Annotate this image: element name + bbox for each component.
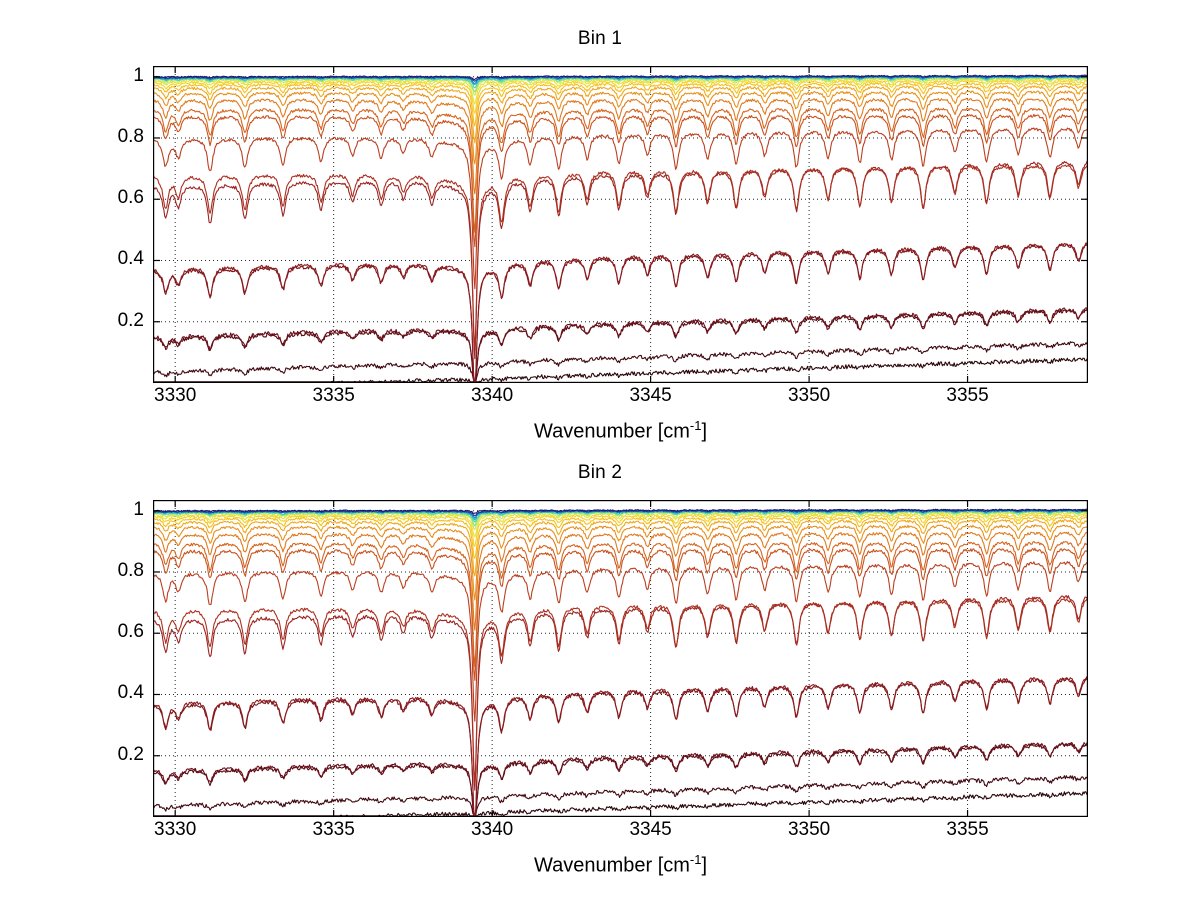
spectrum-line — [153, 90, 1088, 165]
spectrum-line — [153, 598, 1088, 785]
spectrum-line — [153, 107, 1088, 233]
x-axis-label: Wavenumber [cm-1] — [153, 418, 1088, 444]
spectrum-line — [153, 163, 1088, 348]
x-tick-label: 3335 — [312, 819, 355, 840]
spectrum-line — [153, 79, 1088, 114]
spectrum-line — [153, 524, 1088, 601]
x-tick-label: 3355 — [946, 385, 989, 406]
spectrum-line — [153, 510, 1088, 527]
spectrum-line — [153, 741, 1088, 817]
y-tick-label: 1 — [133, 64, 144, 86]
y-tick-label: 0.4 — [117, 682, 144, 704]
y-tick-label: 0.8 — [117, 559, 144, 581]
y-tick-label: 0.8 — [117, 125, 144, 147]
x-axis-label: Wavenumber [cm-1] — [153, 852, 1088, 878]
spectrum-line — [153, 85, 1088, 144]
panel-title: Bin 2 — [577, 462, 623, 483]
spectrum-line — [153, 775, 1088, 817]
spectrum-line — [153, 515, 1088, 559]
spectrum-line — [153, 675, 1088, 817]
subplot-bin-2: Bin 2 Transmittance [1] Wavenumber [cm-1… — [0, 434, 1200, 901]
spectrum-line — [153, 791, 1088, 817]
spectrum-line — [153, 531, 1088, 631]
spectra-svg — [153, 500, 1088, 817]
spectrum-line — [153, 307, 1088, 383]
spectrum-line — [153, 508, 1088, 515]
plot-area — [153, 66, 1088, 383]
x-tick-label: 3335 — [312, 385, 355, 406]
spectrum-line — [153, 113, 1088, 248]
spectrum-line — [153, 547, 1088, 681]
spectra-svg — [153, 66, 1088, 383]
spectrum-line — [153, 561, 1088, 722]
y-tick-label: 1 — [133, 498, 144, 520]
y-tick-label: 0.4 — [117, 248, 144, 270]
x-axis-label-exponent: -1 — [689, 852, 702, 867]
spectrum-line — [153, 519, 1088, 577]
spectrum-line — [153, 357, 1088, 383]
spectrum-line — [153, 341, 1088, 383]
x-tick-label: 3340 — [470, 819, 514, 840]
spectrum-line — [153, 74, 1088, 81]
spectrum-line — [153, 540, 1088, 668]
plot-area — [153, 500, 1088, 817]
spectrum-line — [153, 242, 1088, 383]
x-axis-label-text: Wavenumber [cm — [533, 420, 690, 443]
x-tick-label: 3340 — [470, 385, 514, 406]
y-tick-label: 0.6 — [117, 187, 144, 209]
y-tick-label: 0.6 — [117, 621, 144, 643]
axis-frame — [153, 500, 1088, 817]
x-tick-label: 3345 — [629, 819, 672, 840]
spectrum-line — [153, 127, 1088, 290]
y-tick-label: 0.2 — [117, 309, 144, 331]
x-tick-label: 3350 — [787, 819, 831, 840]
x-tick-label: 3355 — [946, 819, 989, 840]
x-axis-label-tail: ] — [701, 420, 708, 443]
panel-title: Bin 1 — [577, 28, 623, 49]
x-tick-label: 3330 — [154, 819, 197, 840]
y-tick-label: 0.2 — [117, 743, 144, 765]
subplot-bin-1: Bin 1 Transmittance [1] Wavenumber [cm-1… — [117, 28, 1088, 444]
x-axis-label-text: Wavenumber [cm — [533, 854, 690, 877]
x-tick-label: 3345 — [629, 385, 672, 406]
spectrum-line — [153, 97, 1088, 195]
x-tick-label: 3330 — [154, 385, 197, 406]
x-axis-label-tail: ] — [701, 854, 708, 877]
axis-frame — [153, 66, 1088, 383]
spectrum-line — [153, 81, 1088, 127]
spectrum-line — [153, 160, 1088, 360]
x-tick-label: 3350 — [787, 385, 831, 406]
spectrum-line — [153, 513, 1088, 547]
x-axis-label-exponent: -1 — [689, 418, 702, 433]
